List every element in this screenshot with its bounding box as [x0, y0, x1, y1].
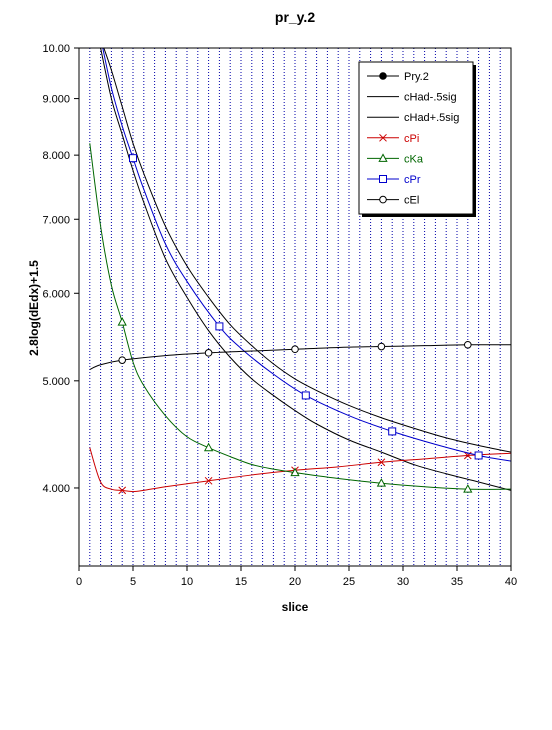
data-point — [377, 342, 386, 351]
y-tick-label: 5.000 — [42, 376, 70, 388]
series-cHad+.5sig — [103, 48, 511, 453]
series-cKa — [89, 143, 511, 493]
data-point — [118, 356, 126, 364]
legend-item: cHad-.5sig — [367, 92, 457, 104]
data-point — [377, 458, 386, 467]
y-axis: 4.000 5.000 6.000 7.000 8.000 9.000 10.00 — [42, 43, 79, 495]
legend-label: Pry.2 — [404, 71, 429, 83]
series-line — [102, 48, 511, 462]
legend-label: cHad+.5sig — [404, 112, 459, 124]
x-tick-label: 35 — [451, 576, 463, 588]
legend-label: cPi — [404, 133, 419, 145]
x-axis-title: slice — [282, 600, 309, 614]
series-cPr — [102, 48, 511, 462]
x-tick-label: 30 — [397, 576, 409, 588]
x-axis: 0 5 10 15 20 25 30 35 40 — [76, 566, 517, 588]
legend-marker — [379, 133, 387, 142]
y-tick-label: 4.000 — [42, 483, 70, 495]
data-point — [463, 484, 473, 493]
grid-lines — [89, 48, 501, 566]
data-point — [464, 340, 472, 349]
y-tick-label: 9.000 — [42, 94, 70, 106]
legend-marker — [378, 153, 388, 162]
data-point — [204, 349, 213, 357]
data-point — [117, 317, 127, 326]
legend-label: cKa — [404, 153, 424, 165]
data-point — [376, 478, 387, 487]
data-point — [291, 345, 299, 354]
data-point — [388, 427, 397, 436]
legend: Pry.2 cHad-.5sig cHad+.5sig cPi cKa cPr cEl — [358, 61, 476, 217]
legend-label: cEl — [404, 195, 419, 207]
data-point — [215, 322, 224, 331]
x-tick-label: 15 — [235, 576, 247, 588]
y-tick-label: 6.000 — [42, 288, 70, 300]
series-line — [100, 48, 511, 491]
data-point — [203, 442, 214, 452]
x-tick-label: 10 — [181, 576, 193, 588]
legend-label: cPr — [404, 174, 421, 186]
series-cEl — [89, 340, 511, 370]
y-tick-label: 7.000 — [42, 214, 70, 226]
series-line — [103, 48, 511, 453]
legend-item: cHad+.5sig — [367, 112, 459, 124]
x-tick-label: 20 — [289, 576, 301, 588]
legend-item: cPi — [367, 133, 419, 145]
data-point — [290, 467, 300, 477]
legend-marker — [379, 175, 387, 183]
legend-item: cEl — [367, 195, 419, 207]
x-tick-label: 40 — [505, 576, 517, 588]
y-axis-title: 2.8log(dEdx)+1.5 — [27, 260, 41, 356]
data-point — [118, 486, 127, 495]
legend-item: Pry.2 — [367, 71, 429, 83]
y-tick-label: 10.00 — [42, 43, 70, 55]
x-tick-label: 0 — [76, 576, 82, 588]
x-tick-label: 25 — [343, 576, 355, 588]
series-layer — [89, 48, 511, 495]
data-point — [474, 451, 483, 460]
chart-title: pr_y.2 — [275, 9, 315, 25]
legend-marker — [379, 195, 387, 204]
legend-item: cPr — [367, 174, 421, 186]
legend-item: cKa — [367, 153, 424, 165]
y-tick-label: 8.000 — [42, 150, 70, 162]
data-point — [204, 476, 213, 485]
x-tick-label: 5 — [130, 576, 136, 588]
legend-label: cHad-.5sig — [404, 92, 457, 104]
data-point — [129, 154, 137, 163]
data-point — [301, 391, 310, 400]
series-cHad-.5sig — [100, 48, 511, 491]
legend-marker — [379, 72, 387, 80]
